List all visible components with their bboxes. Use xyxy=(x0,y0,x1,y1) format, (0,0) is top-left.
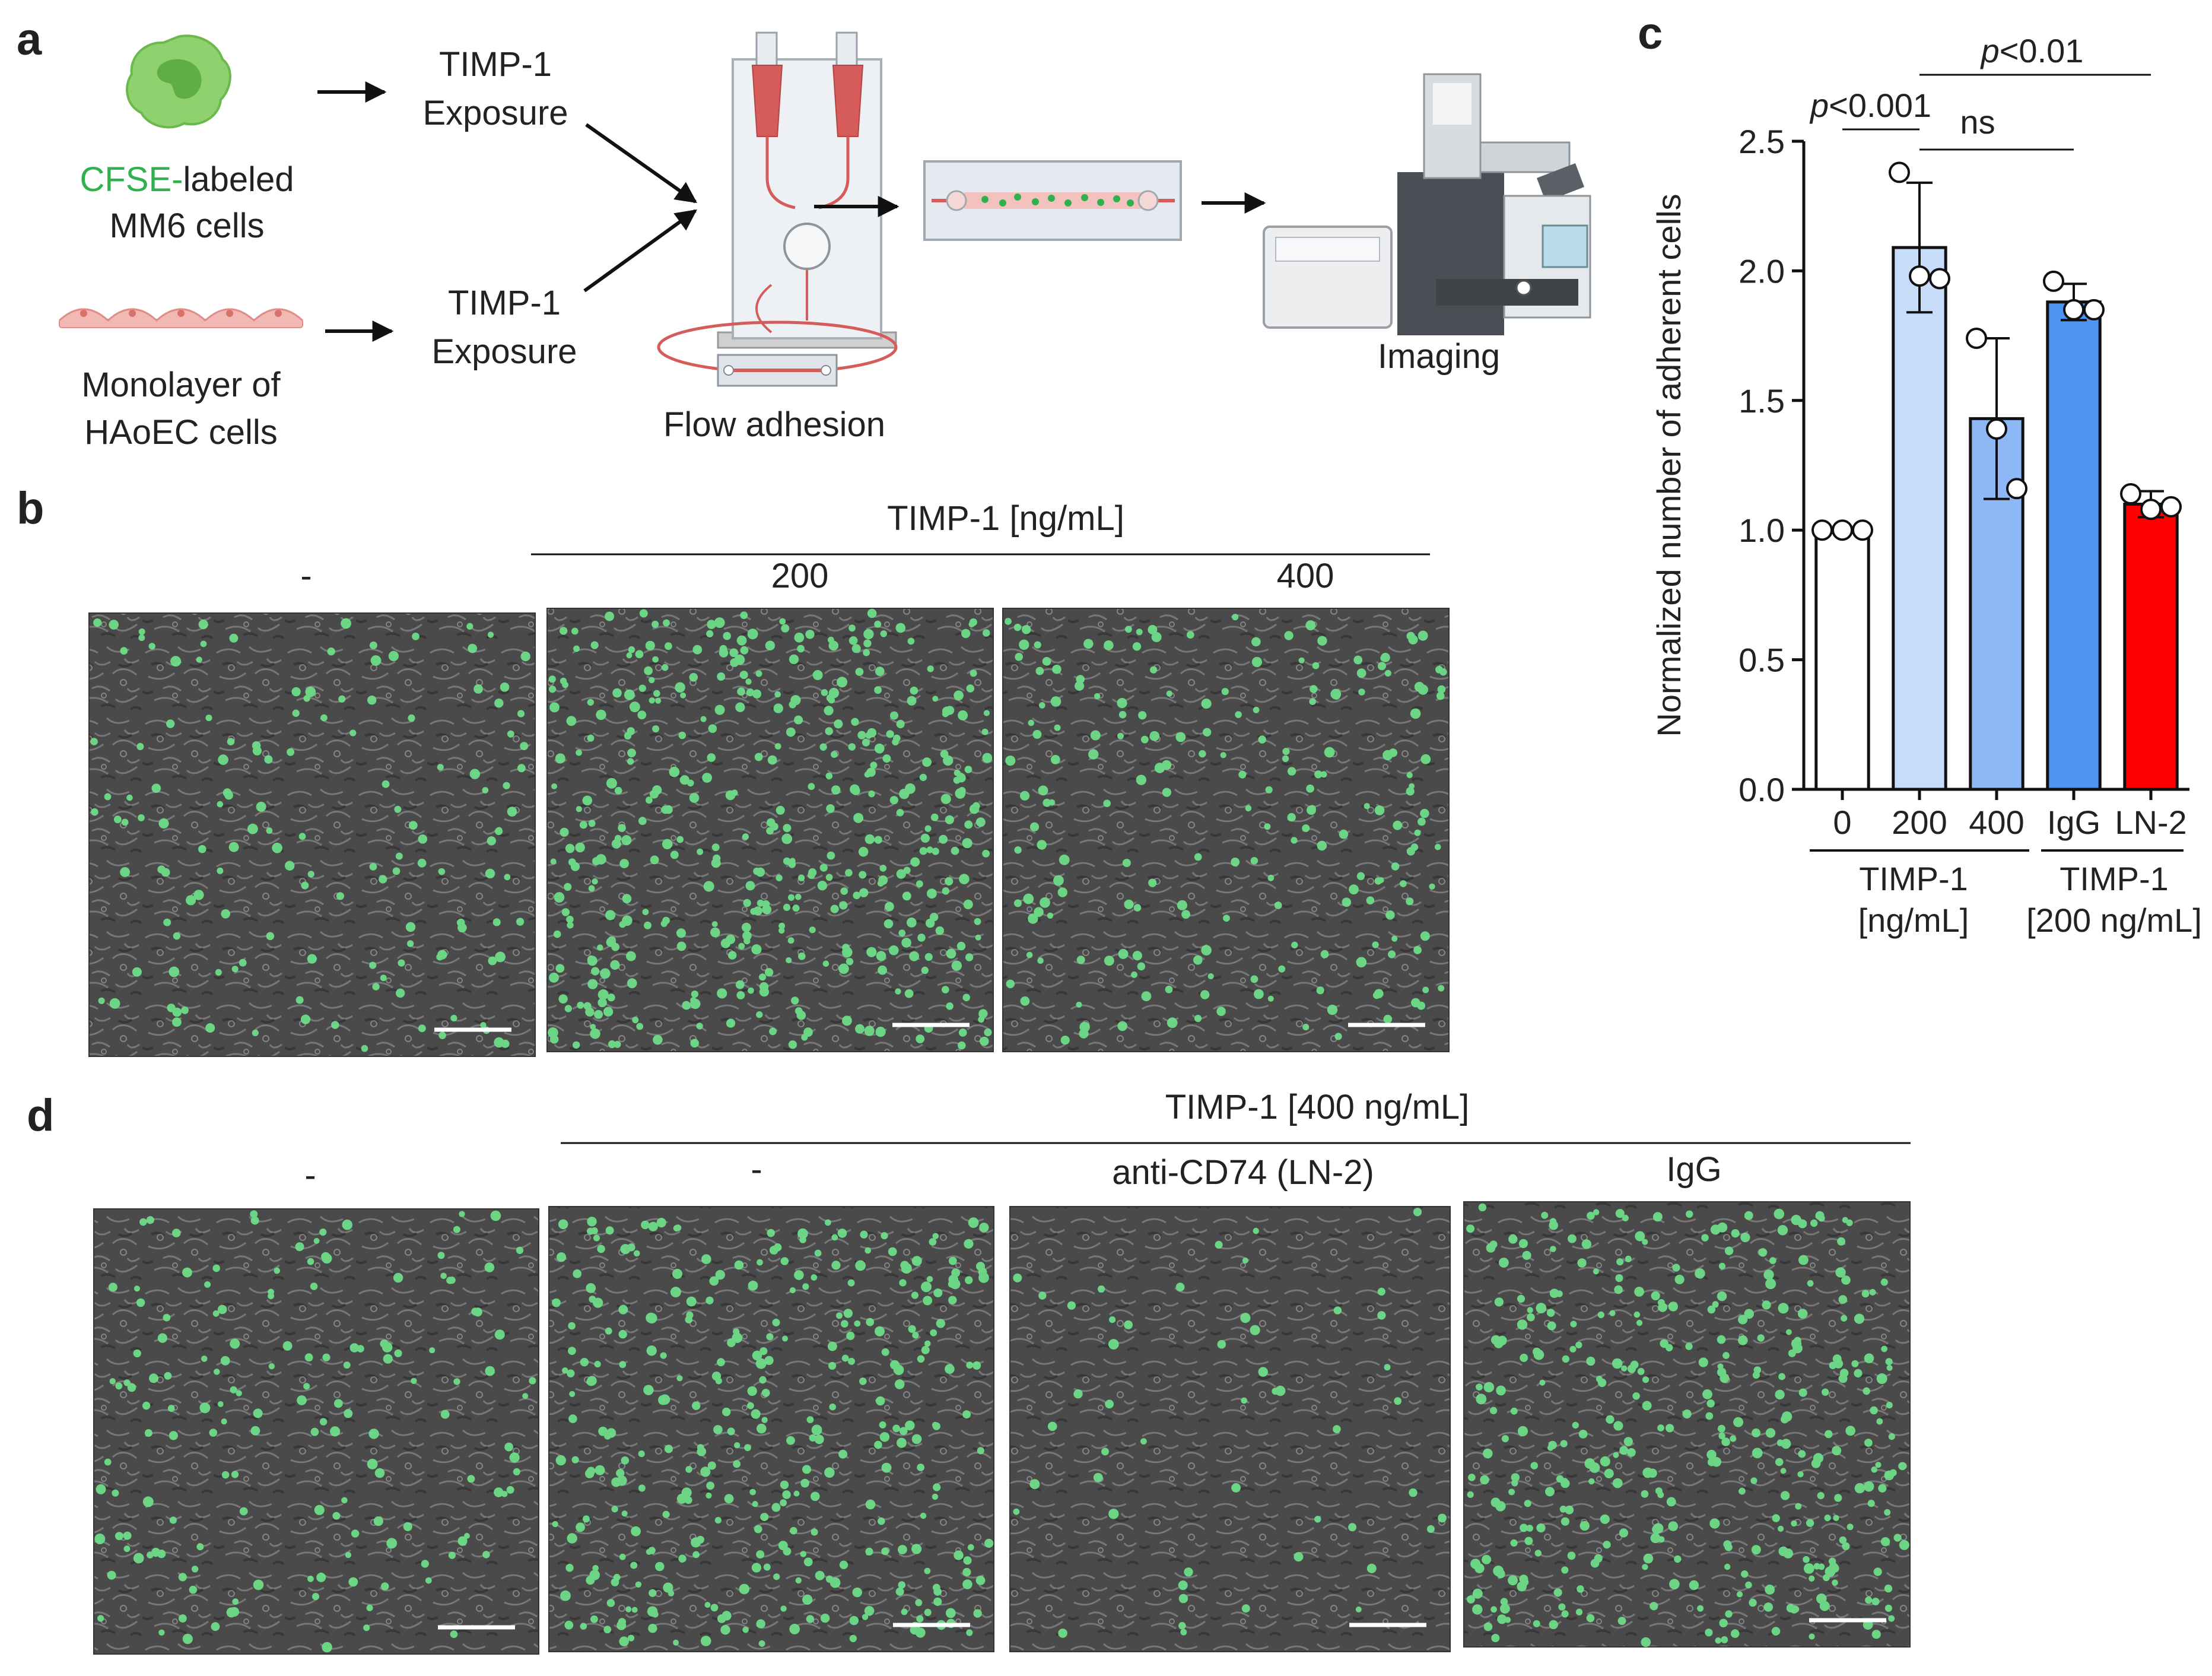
arrow-exposure2-to-flow xyxy=(583,209,697,293)
y-tick-label: 0.0 xyxy=(1739,771,1785,808)
panel-d-label-2: - xyxy=(751,1150,762,1189)
data-point-IgG xyxy=(2063,299,2084,320)
panel-b-group-label: TIMP-1 [ng/mL] xyxy=(887,499,1124,538)
panel-a-letter: a xyxy=(17,14,42,65)
flow-chamber-icon xyxy=(657,31,898,387)
bar-chart: 0.0 0.5 1.0 1.5 2.0 2.5 Normalized number of a… xyxy=(1650,74,2189,852)
micrograph-b-1 xyxy=(88,612,536,1057)
bar-LN-2 xyxy=(2123,503,2179,791)
exposure2-line2: Exposure xyxy=(431,332,577,371)
panel-b-label-3: 400 xyxy=(1277,557,1334,595)
sig-label-3-value: <0.01 xyxy=(2000,32,2084,69)
imaging-label: Imaging xyxy=(1378,337,1500,376)
panel-b: b TIMP-1 [ng/mL] - 200 400 xyxy=(17,483,1450,1057)
exposure1-line1: TIMP-1 xyxy=(439,45,552,84)
data-point-0 xyxy=(1832,519,1853,541)
micrograph-d-1-cfse-cells xyxy=(94,1210,536,1653)
data-point-IgG xyxy=(2043,270,2064,292)
panel-d-label-4: IgG xyxy=(1666,1150,1722,1189)
bar-0 xyxy=(1814,528,1870,791)
micrograph-b-1-cfse-cells xyxy=(90,618,530,1052)
panel-d-micrographs xyxy=(93,1201,1911,1655)
y-tick-label: 1.0 xyxy=(1739,512,1785,549)
panel-d: d TIMP-1 [400 ng/mL] - - anti-CD74 (LN-2… xyxy=(27,1088,1911,1655)
bar-200 xyxy=(1892,246,1947,791)
data-point-200 xyxy=(1909,265,1930,287)
x-tick-label-IgG: IgG xyxy=(2047,804,2100,841)
data-point-0 xyxy=(1852,519,1873,541)
panel-b-letter: b xyxy=(17,483,44,534)
micrograph-d-2-cfse-cells xyxy=(552,1217,994,1647)
micrograph-d-4 xyxy=(1463,1201,1911,1648)
data-point-200 xyxy=(1929,268,1950,290)
y-axis-label: Normalized number of adherent cells xyxy=(1650,193,1687,737)
sig-label-1-value: <0.001 xyxy=(1829,87,1931,124)
data-point-400 xyxy=(2006,478,2027,500)
micrograph-b-3 xyxy=(1002,608,1450,1052)
y-tick-label: 1.5 xyxy=(1739,382,1785,420)
micrograph-d-1 xyxy=(93,1208,539,1655)
group2-label-line2: [200 ng/mL] xyxy=(2026,902,2202,939)
panel-c-letter: c xyxy=(1638,8,1663,59)
sig-label-2-value: ns xyxy=(1960,103,1995,141)
cfse-label: CFSE-labeled xyxy=(80,160,294,199)
flow-adhesion-label: Flow adhesion xyxy=(663,405,885,444)
micrograph-d-3-cfse-cells xyxy=(1013,1208,1447,1638)
x-tick-label-200: 200 xyxy=(1892,804,1947,841)
sig-label-3-p: p xyxy=(1980,32,2000,69)
data-point-LN-2 xyxy=(2120,483,2141,505)
group2-label-line1: TIMP-1 xyxy=(2060,860,2169,897)
microscope-icon xyxy=(1263,73,1591,335)
x-tick-label-LN-2: LN-2 xyxy=(2115,804,2186,841)
data-point-0 xyxy=(1811,519,1833,541)
endothelial-monolayer-icon xyxy=(58,308,304,328)
monocyte-cell-icon xyxy=(126,34,231,129)
data-point-200 xyxy=(1889,161,1910,183)
arrow-exposure1-to-flow xyxy=(585,123,697,204)
data-point-IgG xyxy=(2083,299,2105,320)
cfse-label-suffix: labeled xyxy=(183,160,294,199)
sig-label-3: p<0.01 xyxy=(1980,32,2084,69)
micrograph-b-2 xyxy=(546,608,994,1052)
exposure2-line1: TIMP-1 xyxy=(448,284,561,322)
data-point-400 xyxy=(1986,418,2007,440)
micrograph-b-3-cfse-cells xyxy=(1005,614,1447,1045)
panel-c: c 0.0 0.5 1.0 1.5 2.0 2.5 Normalized number of… xyxy=(1638,8,2202,939)
mm6-cells-label: MM6 cells xyxy=(109,207,264,245)
group1-label-line2: [ng/mL] xyxy=(1858,902,1969,939)
micrograph-d-3 xyxy=(1009,1206,1451,1652)
monolayer-label-line1: Monolayer of xyxy=(81,366,281,404)
exposure1-line2: Exposure xyxy=(422,94,568,132)
panel-b-micrographs xyxy=(88,608,1450,1057)
panel-a: a CFSE-labeled MM6 cells Monolayer of HA… xyxy=(17,14,1591,452)
data-point-LN-2 xyxy=(2140,499,2162,520)
panel-d-label-3: anti-CD74 (LN-2) xyxy=(1112,1153,1374,1192)
micrograph-b-2-cfse-cells xyxy=(548,608,993,1050)
bar-IgG xyxy=(2046,300,2102,791)
panel-d-group-label: TIMP-1 [400 ng/mL] xyxy=(1165,1088,1470,1126)
x-tick-label-400: 400 xyxy=(1969,804,2024,841)
panel-b-label-1: - xyxy=(300,557,312,595)
sig-label-1-p: p xyxy=(1809,87,1829,124)
y-tick-label: 0.5 xyxy=(1739,642,1785,679)
data-point-400 xyxy=(1966,327,1987,349)
y-tick-label: 2.5 xyxy=(1739,123,1785,160)
y-tick-label: 2.0 xyxy=(1739,252,1785,290)
sig-label-2: ns xyxy=(1960,103,1995,141)
x-tick-label-0: 0 xyxy=(1833,804,1851,841)
micrograph-d-4-cfse-cells xyxy=(1466,1203,1909,1648)
micrograph-d-2 xyxy=(548,1206,994,1652)
panel-b-label-2: 200 xyxy=(771,557,829,595)
flow-channel-slide-icon xyxy=(923,160,1182,241)
sig-label-1: p<0.001 xyxy=(1809,87,1931,124)
group1-label-line1: TIMP-1 xyxy=(1859,860,1968,897)
monolayer-label-line2: HAoEC cells xyxy=(84,413,278,452)
panel-d-label-1: - xyxy=(304,1156,316,1195)
cfse-label-prefix: CFSE- xyxy=(80,160,183,199)
panel-d-letter: d xyxy=(27,1090,54,1141)
data-point-LN-2 xyxy=(2160,496,2182,518)
